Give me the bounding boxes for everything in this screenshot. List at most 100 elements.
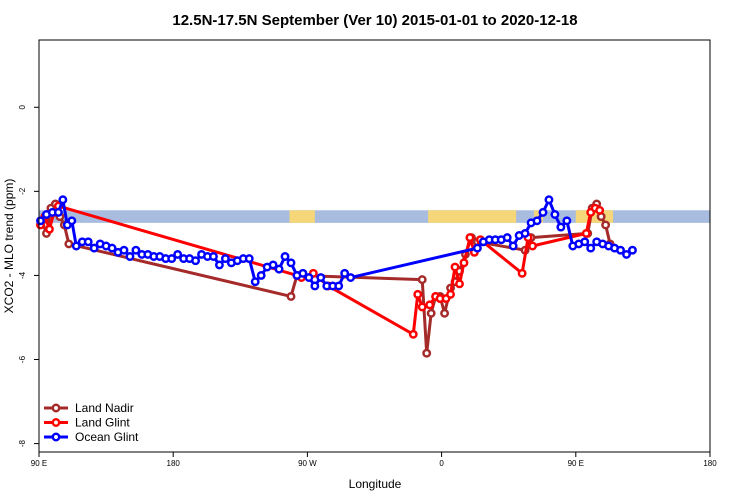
data-point-ocean-glint: [119, 245, 129, 255]
x-axis-label: Longitude: [349, 477, 402, 491]
data-point-ocean-glint: [562, 216, 572, 226]
series-land-glint: [36, 201, 605, 339]
data-point-ocean-glint: [58, 195, 68, 205]
y-tick-label: -6: [18, 355, 27, 363]
y-tick-label: 0: [18, 104, 27, 109]
data-point-ocean-glint: [346, 273, 356, 282]
data-point-ocean-glint: [520, 228, 530, 238]
data-point-ocean-glint: [508, 241, 518, 251]
data-point-land-nadir: [601, 220, 611, 230]
data-point-ocean-glint: [586, 243, 596, 253]
legend-item-ocean-glint: Ocean Glint: [44, 430, 139, 444]
data-point-ocean-glint: [191, 256, 201, 266]
x-tick-label: 180: [703, 459, 717, 468]
data-point-ocean-glint: [304, 273, 314, 282]
land-band-segment: [289, 210, 315, 223]
plot-frame: [38, 39, 711, 453]
data-point-land-glint: [517, 268, 527, 278]
x-tick-label: 90 W: [298, 459, 317, 468]
data-point-ocean-glint: [220, 254, 230, 264]
data-point-ocean-glint: [36, 216, 45, 226]
data-point-ocean-glint: [71, 241, 81, 251]
data-point-ocean-glint: [532, 216, 542, 226]
data-point-land-glint: [450, 262, 460, 272]
data-point-ocean-glint: [89, 243, 99, 253]
data-point-ocean-glint: [298, 268, 308, 278]
data-point-ocean-glint: [550, 210, 560, 219]
x-axis: 90 E 180 90 W 0 90 E 180: [31, 452, 717, 468]
data-point-land-glint: [581, 228, 591, 238]
data-point-ocean-glint: [556, 222, 566, 232]
series-line-land-glint: [39, 204, 601, 336]
data-point-land-glint: [528, 241, 538, 251]
data-point-land-glint: [413, 289, 423, 299]
data-point-ocean-glint: [538, 207, 548, 217]
data-point-ocean-glint: [280, 252, 290, 261]
x-tick-label: 180: [167, 459, 181, 468]
data-point-land-nadir: [64, 239, 74, 249]
data-point-ocean-glint: [502, 233, 512, 243]
data-point-ocean-glint: [83, 237, 93, 247]
data-point-ocean-glint: [256, 270, 266, 280]
data-point-land-glint: [408, 329, 418, 339]
data-point-land-glint: [595, 205, 605, 215]
y-tick-label: -4: [18, 271, 27, 279]
land-band-segment: [428, 210, 517, 223]
y-axis-label: XCO2 - MLO trend (ppm): [2, 179, 16, 314]
legend-item-land-glint: Land Glint: [44, 416, 130, 430]
data-point-land-nadir: [286, 291, 296, 301]
data-point-ocean-glint: [125, 252, 135, 261]
series-layer: [36, 195, 637, 358]
legend-label: Land Glint: [75, 416, 130, 430]
data-point-ocean-glint: [316, 273, 326, 282]
data-point-ocean-glint: [616, 245, 625, 255]
data-point-ocean-glint: [209, 252, 218, 261]
data-point-land-glint: [465, 233, 475, 243]
x-tick-label: 0: [439, 459, 444, 468]
legend-label: Land Nadir: [75, 401, 134, 415]
data-point-ocean-glint: [107, 243, 117, 253]
data-point-ocean-glint: [173, 249, 183, 259]
data-point-land-glint: [446, 289, 455, 299]
data-point-land-nadir: [440, 308, 450, 318]
data-point-ocean-glint: [53, 207, 63, 217]
data-point-land-glint: [44, 224, 54, 234]
series-ocean-glint: [36, 195, 637, 291]
data-point-ocean-glint: [286, 258, 296, 268]
data-point-ocean-glint: [214, 260, 224, 270]
y-tick-label: -2: [18, 187, 27, 195]
legend-item-land-nadir: Land Nadir: [44, 401, 134, 415]
data-point-ocean-glint: [268, 260, 278, 270]
x-tick-label: 90 E: [568, 459, 584, 468]
y-axis: 0 -2 -4 -6 -8: [18, 104, 39, 447]
data-point-land-nadir: [417, 275, 427, 285]
data-point-ocean-glint: [244, 254, 254, 264]
data-point-ocean-glint: [167, 254, 177, 264]
data-point-ocean-glint: [340, 268, 350, 278]
data-point-ocean-glint: [310, 281, 320, 291]
data-point-ocean-glint: [628, 245, 637, 255]
legend-swatch-marker: [51, 403, 61, 413]
data-point-ocean-glint: [131, 245, 141, 255]
data-point-land-glint: [459, 258, 469, 268]
data-point-ocean-glint: [580, 237, 590, 247]
chart-title: 12.5N-17.5N September (Ver 10) 2015-01-0…: [172, 12, 577, 29]
data-point-ocean-glint: [622, 249, 631, 259]
data-point-ocean-glint: [334, 281, 344, 291]
legend-label: Ocean Glint: [75, 430, 139, 444]
data-point-ocean-glint: [274, 264, 284, 274]
y-tick-label: -8: [18, 439, 27, 447]
data-point-ocean-glint: [250, 277, 260, 287]
data-point-land-glint: [425, 300, 435, 310]
legend-swatch-marker: [51, 418, 61, 427]
data-point-ocean-glint: [544, 195, 554, 205]
data-point-ocean-glint: [67, 216, 77, 226]
data-point-land-glint: [455, 279, 464, 289]
data-point-land-glint: [417, 302, 427, 312]
data-point-ocean-glint: [472, 243, 482, 253]
legend-swatch-marker: [51, 432, 61, 442]
data-point-land-nadir: [426, 308, 436, 318]
x-tick-label: 90 E: [31, 459, 47, 468]
